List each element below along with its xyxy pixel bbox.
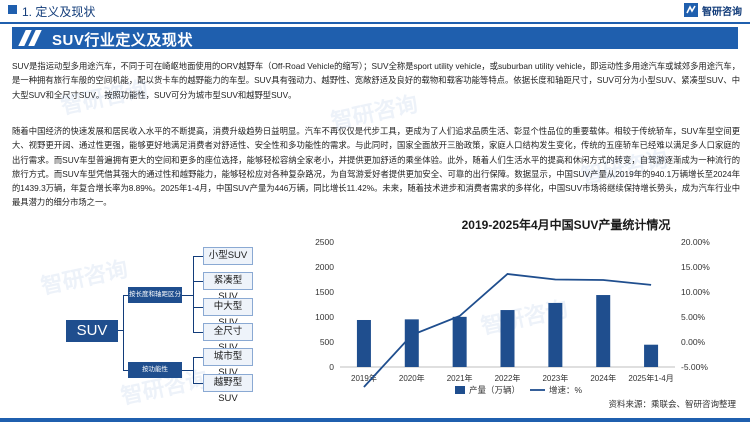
company-logo: 智研咨询 [683, 2, 742, 18]
x-axis-tick-label: 2021年 [447, 373, 473, 383]
x-axis-tick-label: 2019年 [351, 373, 377, 383]
connector-line [193, 256, 203, 257]
right-axis-tick-label: 20.00% [681, 237, 710, 247]
branch-node-function: 按功能性 [128, 362, 182, 378]
x-axis-tick-label: 2023年 [542, 373, 568, 383]
connector-line [193, 307, 203, 308]
connector-line [193, 383, 203, 384]
leaf-node-midlarge-suv: 中大型SUV [203, 298, 253, 328]
right-axis-tick-label: 10.00% [681, 287, 710, 297]
connector-line [193, 332, 203, 333]
x-axis-tick-label: 2022年 [495, 373, 521, 383]
watermark: 智研咨询 [38, 256, 130, 299]
footer-divider [0, 418, 750, 422]
leaf-node-offroad-suv: 越野型SUV [203, 374, 253, 404]
branch-node-size: 按长度和轴距区分 [128, 287, 182, 303]
section-marker-icon [8, 5, 17, 14]
connector-line [123, 295, 124, 370]
header-divider [0, 22, 750, 24]
connector-line [193, 357, 194, 383]
connector-line [182, 295, 194, 296]
left-axis-tick-label: 500 [320, 337, 334, 347]
left-axis-tick-label: 1000 [315, 312, 334, 322]
right-axis-tick-label: -5.00% [681, 362, 708, 372]
leaf-node-small-suv: 小型SUV [203, 247, 253, 265]
connector-line [193, 256, 194, 332]
production-bar [356, 319, 371, 367]
connector-line [193, 357, 203, 358]
right-axis-tick-label: 0.00% [681, 337, 706, 347]
source-note: 资料来源：乘联会、智研咨询整理 [608, 399, 736, 409]
diagram-root-node: SUV [66, 320, 118, 342]
section-title: 1. 定义及现状 [22, 5, 96, 19]
status-paragraph: 随着中国经济的快速发展和居民收入水平的不断提高，消费升级趋势日益明显。汽车不再仅… [12, 126, 740, 208]
zhiyan-logo-icon [684, 3, 698, 17]
page-banner: SUV行业定义及现状 [12, 27, 738, 49]
right-axis-tick-label: 15.00% [681, 262, 710, 272]
left-axis-tick-label: 1500 [315, 287, 334, 297]
legend-bar-label: 产量（万辆） [469, 385, 520, 395]
leaf-node-urban-suv: 城市型SUV [203, 348, 253, 378]
connector-line [182, 370, 194, 371]
leaf-node-compact-suv: 紧凑型SUV [203, 272, 253, 302]
production-bar [404, 319, 419, 367]
suv-production-chart: 0 500 1000 1500 2000 2500 -5.00% 0.00% 5.00% 10.0… [315, 237, 710, 395]
connector-line [123, 295, 128, 296]
connector-line [123, 370, 128, 371]
chart-title: 2019-2025年4月中国SUV产量统计情况 [461, 218, 671, 232]
connector-line [193, 281, 203, 282]
page-title: SUV行业定义及现状 [52, 32, 193, 49]
logo-text: 智研咨询 [702, 6, 742, 18]
legend-bar-swatch [455, 386, 465, 394]
connector-line [118, 330, 124, 331]
production-bar [452, 316, 467, 367]
x-axis-tick-label: 2024年 [590, 373, 616, 383]
right-axis-tick-label: 5.00% [681, 312, 706, 322]
left-axis-tick-label: 2500 [315, 237, 334, 247]
left-axis-tick-label: 2000 [315, 262, 334, 272]
x-axis-tick-label: 2025年1-4月 [628, 373, 673, 383]
production-bar [596, 295, 611, 367]
production-bar [548, 302, 563, 367]
top-bar: 1. 定义及现状 智研咨询 [0, 0, 750, 22]
production-bar [500, 310, 515, 367]
definition-paragraph: SUV是指运动型多用途汽车，不同于可在崎岖地面使用的ORV越野车（Off-Roa… [12, 61, 740, 100]
leaf-node-fullsize-suv: 全尺寸SUV [203, 323, 253, 353]
left-axis-tick-label: 0 [329, 362, 334, 372]
legend-line-label: 增速：% [549, 385, 583, 395]
x-axis-tick-label: 2020年 [399, 373, 425, 383]
production-bar [644, 344, 659, 367]
